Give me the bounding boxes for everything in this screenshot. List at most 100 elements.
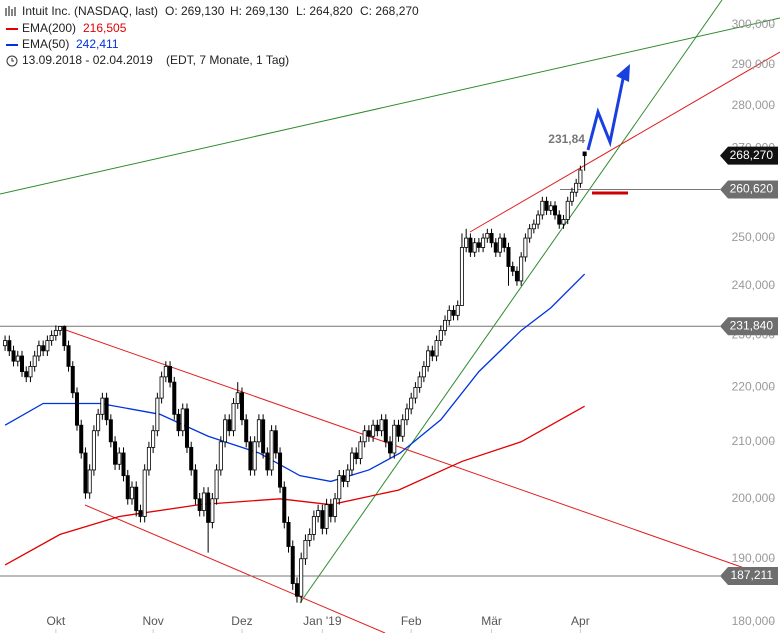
levels (0, 188, 720, 577)
candle-body (371, 424, 376, 437)
ema-line (4, 273, 586, 483)
candle-body (498, 237, 503, 253)
candle-body (320, 510, 325, 529)
candle-body (218, 441, 223, 471)
candle-body (278, 452, 283, 488)
trend-line (299, 0, 723, 604)
candle-body (459, 247, 464, 306)
date-range: 13.09.2018 - 02.04.2019 (22, 53, 153, 67)
candle-body (502, 237, 507, 248)
header: Intuit Inc. (NASDAQ, last) O: 269,130 H:… (5, 4, 419, 67)
candle-body (396, 424, 401, 437)
candle-body (239, 392, 244, 421)
candle-body (248, 441, 253, 471)
candle-body (117, 452, 122, 465)
legend-value: 216,505 (83, 21, 127, 35)
candle-body (79, 424, 84, 454)
candle-body (11, 350, 16, 362)
candle-body (311, 516, 316, 535)
x-tick-label: Jan '19 (303, 614, 342, 628)
candle-body (443, 319, 448, 331)
x-tick-label: Feb (401, 614, 422, 628)
candle-body (273, 430, 278, 454)
ohlc-label: C: 268,270 (360, 4, 419, 18)
candle-body (104, 397, 109, 421)
candle-body (536, 214, 541, 225)
candle-body (159, 376, 164, 399)
clock-hand (11, 58, 14, 62)
candle-body (379, 419, 384, 432)
candle-body (388, 441, 393, 454)
forecast-arrowhead (616, 64, 630, 82)
x-tick-label: Mär (481, 614, 502, 628)
price-badge-label: 187,211 (731, 568, 774, 582)
candle-body (430, 350, 435, 357)
candle-body (7, 340, 12, 352)
chart-icon (5, 6, 16, 16)
candle-body (472, 242, 477, 253)
candle-body (91, 430, 96, 471)
candle-body (45, 340, 50, 352)
candle-body (519, 256, 524, 282)
y-tick-label: 220,000 (732, 380, 776, 394)
candle-body (134, 486, 139, 511)
axis: 180,000190,000200,000210,000220,000230,0… (47, 17, 778, 633)
y-tick-label: 200,000 (732, 491, 776, 505)
candle-body (210, 498, 215, 523)
candle-body (434, 340, 439, 357)
candle-body (523, 237, 528, 258)
candle-body (282, 486, 287, 523)
y-tick-label: 250,000 (732, 230, 776, 244)
candle-body (540, 200, 545, 216)
candle-body (506, 247, 511, 267)
candle-body (32, 355, 37, 367)
candle-body (155, 397, 160, 432)
candle-body (493, 242, 498, 253)
candle-body (151, 430, 156, 448)
candle-body (464, 237, 469, 248)
candle-body (138, 510, 143, 517)
candle-body (193, 469, 198, 500)
price-badge-label: 268,270 (730, 148, 774, 162)
candle-body (485, 233, 490, 239)
candle-body (70, 365, 75, 394)
candle-body (231, 403, 236, 432)
candle-body (438, 330, 443, 341)
candle-body (223, 419, 228, 443)
candle-body (227, 419, 232, 432)
candle-body (354, 452, 359, 460)
candle-body (180, 408, 185, 432)
trend-line (0, 17, 780, 195)
candle-body (49, 335, 54, 341)
candle-body (100, 397, 105, 415)
candle-body (41, 345, 46, 352)
candle-body (341, 475, 346, 482)
price-badge (720, 146, 778, 165)
candle-body (548, 205, 553, 211)
candle-body (421, 365, 426, 378)
ema-lines (4, 273, 586, 566)
candle-body (400, 419, 405, 437)
candle-body (392, 424, 397, 454)
candle-body (447, 309, 452, 321)
candle-body (569, 191, 574, 202)
y-tick-label: 300,000 (732, 17, 776, 31)
candle-body (316, 510, 321, 517)
candle-body (66, 345, 71, 367)
candle-body (333, 498, 338, 517)
candle-body (125, 475, 130, 500)
candle-body (476, 242, 481, 248)
candle-body (489, 233, 494, 244)
candle-body (307, 533, 312, 541)
clock-icon (6, 55, 18, 67)
candle-body (328, 504, 333, 517)
candle-body (19, 355, 24, 373)
candle-body (286, 522, 291, 547)
price-badge (720, 567, 778, 586)
trend-line (84, 504, 386, 633)
ohlc-label: O: 269,130 (165, 4, 225, 18)
candle-body (244, 419, 249, 443)
candle-body (176, 413, 181, 432)
candle-body (36, 345, 41, 357)
